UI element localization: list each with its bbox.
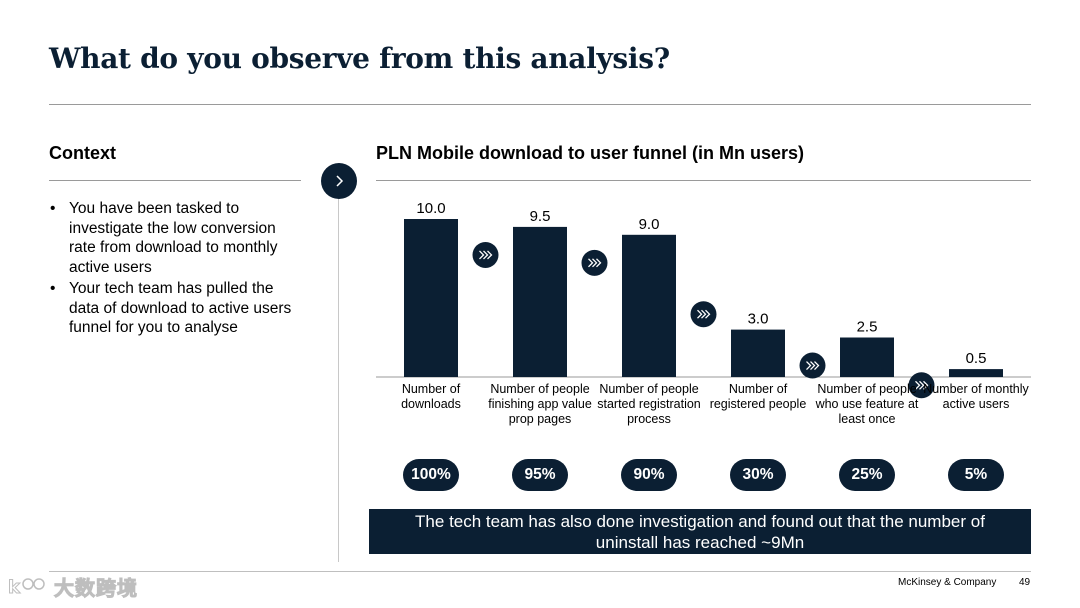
context-heading: Context	[49, 143, 116, 163]
percent-badge: 95%	[512, 459, 568, 491]
double-chevron-right-icon	[472, 241, 499, 268]
data-label: 3.0	[748, 311, 769, 328]
title-divider	[49, 104, 1031, 105]
percent-badge: 25%	[839, 459, 895, 491]
percent-badge: 5%	[948, 459, 1004, 491]
bar	[513, 226, 567, 377]
svg-text:k: k	[8, 577, 21, 598]
note-text: The tech team has also done investigatio…	[415, 511, 985, 552]
data-label: 10.0	[416, 200, 445, 217]
next-button[interactable]	[321, 163, 357, 199]
double-chevron-right-icon	[690, 301, 717, 328]
data-label: 9.0	[639, 216, 660, 233]
watermark: k 大数跨境	[8, 572, 138, 601]
chart-title-divider	[376, 180, 1031, 181]
category-label: Number of downloads	[401, 382, 461, 411]
bar	[731, 329, 785, 377]
context-bullet: You have been tasked to investigate the …	[48, 199, 293, 277]
category-label: Number of people started registration pr…	[597, 382, 701, 426]
context-divider	[49, 180, 301, 181]
context-bullet: Your tech team has pulled the data of do…	[48, 279, 293, 338]
category-label: Number of monthly active users	[923, 382, 1029, 411]
category-label: Number of people finishing app value pro…	[488, 382, 592, 426]
bar	[840, 337, 894, 377]
note-banner: The tech team has also done investigatio…	[369, 509, 1031, 554]
data-label: 9.5	[530, 208, 551, 225]
category-label: Number of registered people	[709, 382, 807, 411]
double-chevron-right-icon	[908, 372, 935, 399]
chevron-right-icon	[336, 175, 344, 187]
chart-title: PLN Mobile download to user funnel (in M…	[376, 143, 805, 163]
bar	[404, 219, 458, 377]
double-chevron-right-icon	[581, 249, 608, 276]
data-label: 2.5	[857, 319, 878, 336]
data-label: 0.5	[966, 350, 987, 367]
slide-title: What do you observe from this analysis?	[49, 42, 670, 75]
bar	[622, 234, 676, 377]
category-label: Number of people who use feature at leas…	[815, 382, 919, 426]
percent-badge: 100%	[403, 459, 459, 491]
percent-badge: 90%	[621, 459, 677, 491]
context-bullets: You have been tasked to investigate the …	[48, 199, 293, 340]
watermark-logo-icon: k	[8, 576, 45, 598]
watermark-text: 大数跨境	[54, 576, 138, 601]
footer-divider	[49, 571, 1031, 572]
bar	[949, 369, 1003, 377]
page-number: 49	[1019, 577, 1031, 588]
double-chevron-right-icon	[799, 352, 826, 379]
footer-brand: McKinsey & Company	[898, 577, 997, 588]
section-divider	[338, 190, 339, 562]
percent-badge: 30%	[730, 459, 786, 491]
